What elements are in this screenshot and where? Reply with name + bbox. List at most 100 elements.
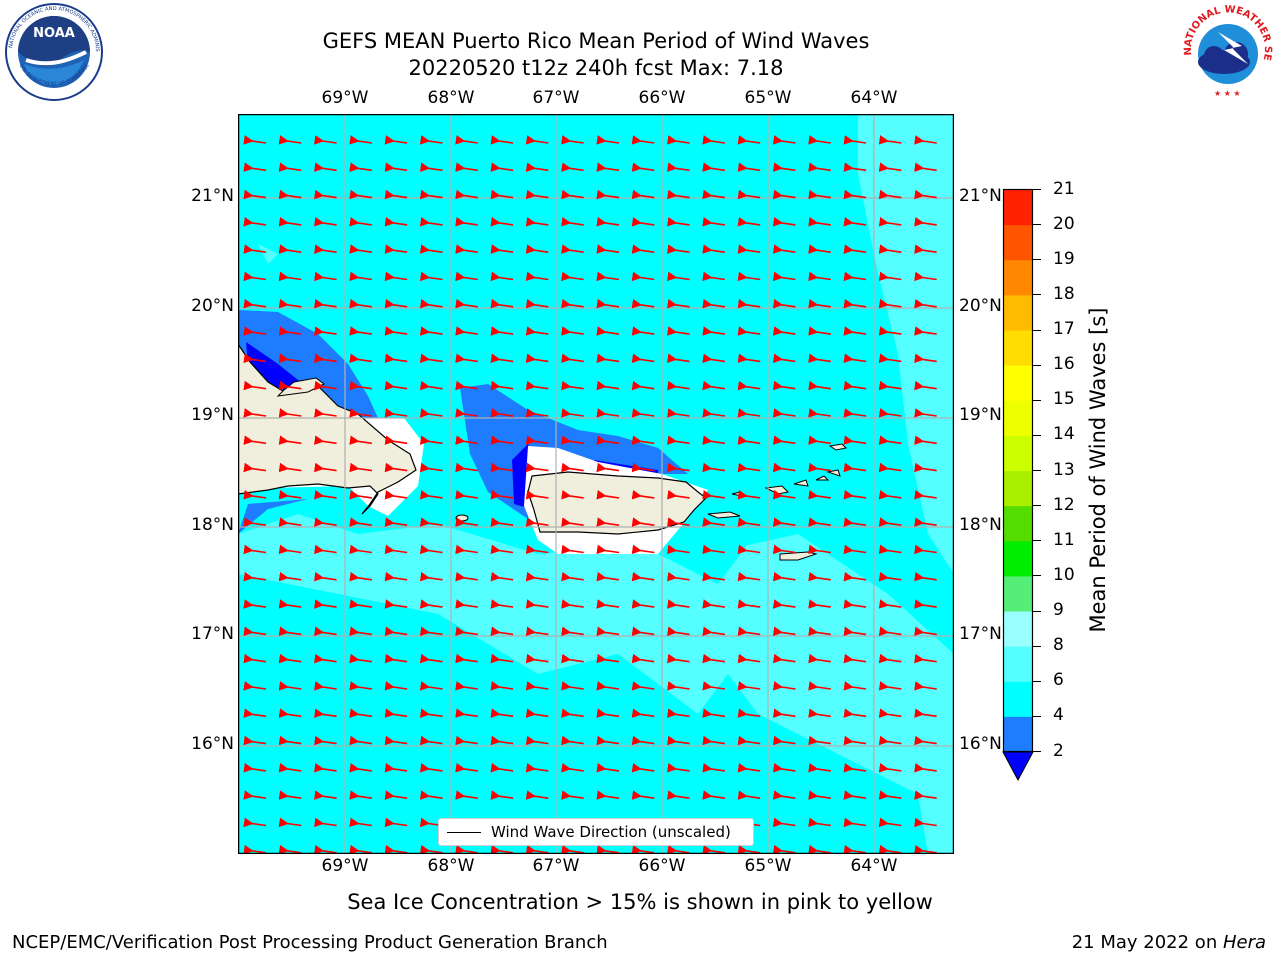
wind-wave-arrow <box>455 462 478 473</box>
sea-ice-caption: Sea Ice Concentration > 15% is shown in … <box>347 890 933 914</box>
colorbar-tick-label: 20 <box>1053 213 1075 234</box>
map-frame <box>238 114 954 854</box>
wind-wave-arrow <box>702 380 726 391</box>
wind-wave-arrow <box>349 135 373 145</box>
wind-wave-arrow <box>525 380 549 391</box>
svg-text:★ ★ ★: ★ ★ ★ <box>1214 89 1241 98</box>
wind-wave-arrow <box>349 298 373 309</box>
wind-wave-arrow <box>419 408 443 418</box>
wind-wave-arrow <box>914 599 937 609</box>
wind-wave-arrow <box>843 844 867 854</box>
wind-wave-arrow <box>631 380 655 391</box>
wind-wave-arrow <box>384 790 408 800</box>
wind-wave-arrow <box>314 490 337 500</box>
wind-wave-arrow <box>914 353 937 364</box>
wind-wave-arrow <box>419 435 443 445</box>
wind-wave-arrow <box>419 298 443 309</box>
wind-wave-arrow <box>808 490 831 500</box>
wind-wave-arrow <box>596 571 620 582</box>
colorbar-tick-label: 10 <box>1053 564 1075 585</box>
wind-wave-arrow <box>490 298 514 309</box>
wind-wave-arrow <box>667 408 690 418</box>
wind-wave-arrow <box>561 763 584 773</box>
wind-wave-arrow <box>455 544 478 555</box>
wind-wave-arrow <box>667 571 690 582</box>
wind-wave-arrow <box>561 408 584 418</box>
wind-wave-arrow <box>525 517 549 527</box>
wind-wave-arrow <box>278 735 302 746</box>
wind-wave-arrow <box>843 735 867 746</box>
wind-wave-arrow <box>314 708 337 718</box>
wind-wave-arrow <box>419 708 443 718</box>
wind-wave-arrow <box>596 517 620 527</box>
wind-wave-arrow <box>737 490 761 500</box>
map-title-line2: 20220520 t12z 240h fcst Max: 7.18 <box>408 56 784 80</box>
wind-wave-arrow <box>667 435 690 445</box>
wind-wave-arrow <box>384 571 408 582</box>
wind-wave-arrow <box>914 271 937 282</box>
wind-wave-arrow <box>808 380 831 391</box>
wind-wave-arrow <box>596 244 620 254</box>
wind-wave-arrow <box>490 380 514 391</box>
wind-wave-arrow <box>419 353 443 364</box>
wind-wave-arrow <box>490 244 514 254</box>
wind-wave-arrow <box>631 490 655 500</box>
wind-wave-arrow <box>631 326 655 336</box>
wind-wave-arrow <box>384 708 408 718</box>
wind-wave-arrow <box>561 735 584 746</box>
lat-label-right-16n: 16°N <box>959 734 1002 754</box>
wind-wave-arrow <box>525 708 549 718</box>
wind-wave-arrow <box>596 380 620 391</box>
colorbar-tick-label: 18 <box>1053 283 1075 304</box>
wind-wave-arrow <box>772 217 796 227</box>
wind-wave-arrow <box>384 217 408 227</box>
wind-wave-arrow <box>525 763 549 773</box>
wind-wave-arrow <box>808 544 831 555</box>
wind-wave-arrow <box>525 353 549 364</box>
wind-wave-arrow <box>243 817 267 828</box>
wind-wave-arrow <box>314 189 337 200</box>
wind-wave-arrow <box>667 271 690 282</box>
wind-wave-arrow <box>914 408 937 418</box>
wind-wave-arrow <box>349 790 373 800</box>
wind-wave-arrow <box>914 435 937 445</box>
wind-wave-arrow <box>702 653 726 664</box>
wind-wave-arrow <box>384 298 408 309</box>
wind-wave-arrow <box>278 817 302 828</box>
wind-wave-arrow <box>631 353 655 364</box>
wind-wave-arrow <box>631 244 655 254</box>
wind-wave-arrow <box>384 135 408 145</box>
wind-wave-arrow <box>667 735 690 746</box>
wind-wave-arrow <box>914 326 937 336</box>
wind-wave-arrow <box>243 353 267 364</box>
wind-wave-arrow <box>243 490 267 500</box>
wind-wave-arrow <box>455 271 478 282</box>
colorbar-tick-label: 2 <box>1053 740 1064 761</box>
wind-wave-arrow <box>843 435 867 445</box>
wind-wave-arrow <box>243 271 267 282</box>
wind-wave-arrow <box>596 189 620 200</box>
wind-wave-arrow <box>808 244 831 254</box>
wind-wave-arrow <box>314 435 337 445</box>
wind-wave-arrow <box>667 544 690 555</box>
colorbar-tick-mark <box>1033 364 1041 366</box>
wind-wave-arrow <box>243 298 267 309</box>
wind-wave-arrow <box>314 244 337 254</box>
wind-wave-arrow <box>349 817 373 828</box>
wind-wave-arrow <box>596 162 620 172</box>
wind-wave-arrow <box>490 353 514 364</box>
wind-wave-arrow <box>702 326 726 336</box>
wind-wave-arrow <box>243 326 267 336</box>
map-title-line1: GEFS MEAN Puerto Rico Mean Period of Win… <box>322 29 870 53</box>
wind-wave-arrow <box>490 217 514 227</box>
wind-wave-arrow <box>349 462 373 473</box>
lon-label-bottom-64w: 64°W <box>850 856 898 876</box>
wind-wave-arrow <box>843 626 867 637</box>
footer-date-text: 21 May 2022 on <box>1071 932 1223 953</box>
wind-wave-arrow <box>243 135 267 145</box>
wind-wave-arrow <box>772 435 796 445</box>
wind-wave-arrow <box>702 517 726 527</box>
wind-wave-arrow <box>772 517 796 527</box>
lon-label-top-65w: 65°W <box>744 88 792 108</box>
wind-wave-arrow <box>843 408 867 418</box>
